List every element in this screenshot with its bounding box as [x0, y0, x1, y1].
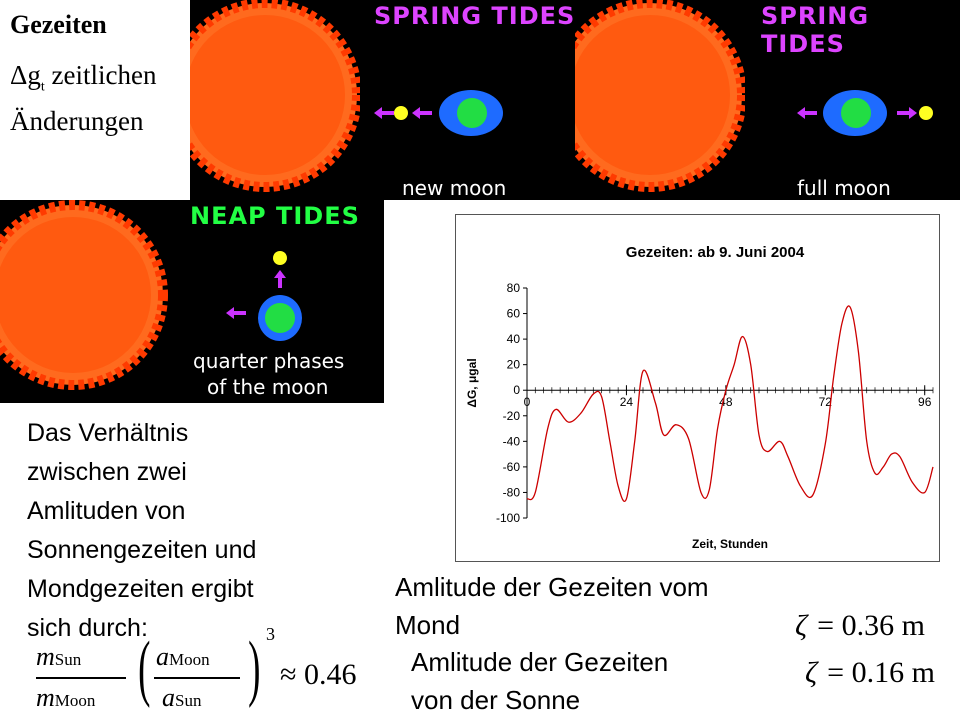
- tide-chart-svg: Gezeiten: ab 9. Juni 2004806040200-20-40…: [465, 244, 934, 551]
- ratio-formula: mSun mMoon ( aMoon aSun ) 3 ≈ 0.46: [30, 624, 380, 720]
- spring-tides-title: SPRING TIDES: [374, 2, 576, 30]
- spring-tides-new-moon-panel: SPRING TIDES new moon: [190, 0, 577, 200]
- spring-tides-full-moon-panel: SPRING TIDES full moon: [575, 0, 960, 200]
- delta-symbol: Δg: [10, 60, 41, 90]
- arrow-right-icon: [897, 107, 917, 119]
- mass-sun-numerator: mSun: [36, 642, 82, 671]
- zeta-moon-value: = 0.36 m: [817, 609, 925, 642]
- x-axis-label: Zeit, Stunden: [692, 537, 768, 551]
- approx-value: ≈ 0.46: [280, 658, 357, 691]
- paragraph-line: Mondgezeiten ergibt: [27, 575, 254, 603]
- zeta-moon: ζ = 0.36 m: [795, 609, 925, 643]
- moon-icon: [273, 251, 287, 265]
- y-tick-label: 40: [507, 332, 521, 346]
- x-tick-label: 96: [918, 395, 932, 409]
- paragraph-line: Sonnengezeiten und: [27, 536, 257, 564]
- a-moon-numerator: aMoon: [156, 642, 210, 671]
- mass-moon-denominator: mMoon: [36, 683, 96, 712]
- page-title: Gezeiten: [10, 10, 107, 39]
- y-tick-label: 20: [507, 358, 521, 372]
- new-moon-caption: new moon: [402, 176, 507, 200]
- spring-tides-title: SPRING TIDES: [761, 2, 870, 58]
- paragraph-line: zwischen zwei: [27, 458, 187, 486]
- sun-icon: [190, 0, 360, 192]
- neap-tides-panel: NEAP TIDES quarter phases of the moon: [0, 200, 384, 403]
- y-tick-label: -40: [503, 434, 521, 448]
- y-axis-label: ΔG, μgal: [465, 358, 479, 407]
- moon-icon: [919, 106, 933, 120]
- earth-icon: [258, 295, 302, 341]
- sun-amplitude-label: Amlitude der Gezeiten von der Sonne: [411, 643, 668, 719]
- arrow-left-icon: [797, 107, 817, 119]
- moon-amplitude-line2: Mond: [395, 610, 461, 640]
- a-sun-denominator: aSun: [162, 683, 202, 712]
- tide-chart: Gezeiten: ab 9. Juni 2004 80 60 40 20 0 -20 -40…: [455, 214, 940, 562]
- x-tick-label: 0: [524, 395, 531, 409]
- zeta-symbol: ζ: [805, 656, 818, 689]
- y-tick-label: -60: [503, 460, 521, 474]
- right-paren: ): [248, 627, 261, 709]
- paragraph-line: sich durch:: [27, 614, 148, 642]
- y-tick-label: -100: [496, 511, 520, 525]
- arrow-left-icon: [226, 307, 246, 319]
- neap-caption-line1: quarter phases: [193, 349, 345, 373]
- x-tick-label: 72: [819, 395, 833, 409]
- arrow-left-icon: [412, 107, 432, 119]
- subtitle-word: zeitlichen: [44, 60, 157, 90]
- paragraph-line: Amlituden von: [27, 497, 186, 525]
- arrow-left-icon: [374, 107, 394, 119]
- paragraph-line: Das Verhältnis: [27, 419, 189, 447]
- sun-amplitude-line1: Amlitude der Gezeiten: [411, 647, 669, 677]
- ratio-paragraph: Das Verhältnis zwischen zwei Amlituden v…: [27, 414, 256, 648]
- earth-icon: [439, 90, 503, 136]
- sun-icon: [0, 200, 168, 390]
- chart-title: Gezeiten: ab 9. Juni 2004: [626, 244, 805, 261]
- sun-icon: [575, 0, 745, 192]
- arrow-up-icon: [274, 270, 286, 288]
- earth-icon: [823, 90, 887, 136]
- delta-subscript: t: [40, 79, 45, 95]
- fraction-bar: [154, 677, 240, 679]
- subtitle-line2: Änderungen: [10, 106, 144, 137]
- y-tick-label: -20: [503, 409, 521, 423]
- moon-amplitude-label: Amlitude der Gezeiten vom Mond: [395, 568, 709, 644]
- zeta-symbol: ζ: [795, 609, 808, 642]
- neap-tides-title: NEAP TIDES: [190, 202, 360, 230]
- moon-amplitude-line1: Amlitude der Gezeiten vom: [395, 572, 709, 602]
- y-tick-label: -80: [503, 485, 521, 499]
- full-moon-caption: full moon: [797, 176, 891, 200]
- exponent: 3: [266, 624, 275, 644]
- y-tick-label: 80: [507, 281, 521, 295]
- neap-caption-line2: of the moon: [207, 375, 329, 399]
- left-paren: (: [138, 627, 151, 709]
- sun-amplitude-line2: von der Sonne: [411, 685, 581, 715]
- fraction-bar: [36, 677, 126, 679]
- x-tick-label: 24: [620, 395, 634, 409]
- zeta-sun: ζ = 0.16 m: [805, 656, 935, 690]
- y-tick-label: 60: [507, 307, 521, 321]
- zeta-sun-value: = 0.16 m: [827, 656, 935, 689]
- moon-icon: [394, 106, 408, 120]
- y-tick-label: 0: [513, 383, 520, 397]
- tide-curve-series: [526, 305, 934, 502]
- page-subtitle: Δgt zeitlichen Änderungen: [10, 58, 156, 138]
